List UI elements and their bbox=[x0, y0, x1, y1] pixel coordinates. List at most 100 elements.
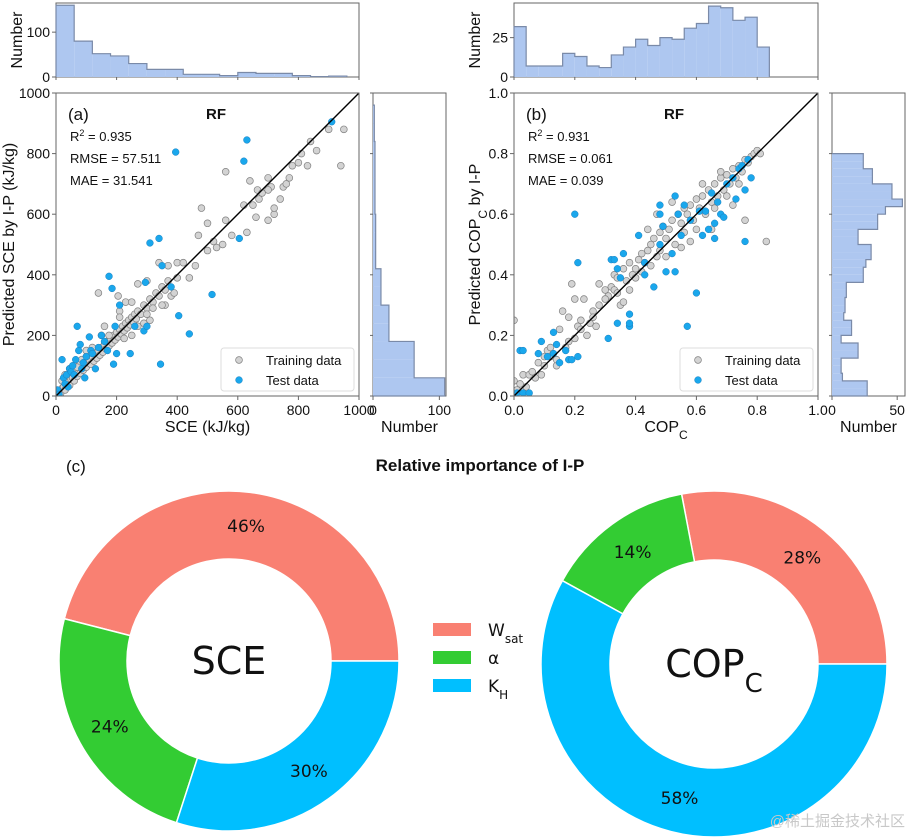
right-hist-bar bbox=[373, 359, 415, 378]
top-hist-ytick-label: 25 bbox=[492, 30, 508, 46]
top-hist-bar bbox=[56, 5, 75, 77]
legend-test-marker bbox=[694, 376, 702, 384]
training-point bbox=[723, 192, 731, 200]
test-point bbox=[243, 136, 251, 144]
top-hist-outline bbox=[55, 4, 348, 78]
right-hist-outline bbox=[832, 153, 903, 397]
test-point bbox=[549, 328, 558, 337]
scatter-frame bbox=[513, 92, 819, 397]
test-point bbox=[543, 352, 552, 361]
right-hist-outline bbox=[373, 104, 446, 397]
test-point bbox=[141, 278, 150, 287]
legend-training-label: Training data bbox=[266, 353, 342, 368]
x-tick-label: 0.6 bbox=[687, 402, 707, 418]
top-hist-bar bbox=[74, 41, 93, 77]
test-point bbox=[732, 195, 740, 203]
test-point bbox=[534, 349, 542, 358]
x-tick-label: 0.2 bbox=[565, 402, 585, 418]
right-hist-bar bbox=[373, 214, 376, 233]
x-tick-label: 0 bbox=[52, 402, 60, 418]
test-point bbox=[79, 359, 87, 367]
y-tick-label: 400 bbox=[27, 267, 51, 283]
training-point bbox=[218, 240, 227, 249]
training-point bbox=[288, 161, 297, 170]
training-point bbox=[164, 261, 172, 270]
top-hist-bar bbox=[611, 54, 624, 77]
test-point bbox=[208, 290, 216, 299]
top-hist-bar bbox=[274, 73, 293, 77]
metric-text-part: = 0.935 bbox=[84, 129, 131, 144]
right-hist-bar bbox=[832, 259, 866, 268]
right-hist-bar bbox=[373, 232, 376, 251]
training-point bbox=[324, 125, 333, 134]
test-point bbox=[674, 210, 682, 218]
test-point bbox=[131, 322, 139, 330]
training-point bbox=[120, 334, 128, 343]
training-point bbox=[625, 286, 634, 294]
y-tick-label: 0.0 bbox=[489, 388, 509, 404]
right-hist-bar bbox=[832, 312, 844, 321]
test-point bbox=[680, 201, 688, 209]
test-point bbox=[683, 322, 691, 330]
training-point bbox=[149, 304, 157, 312]
y-axis-label: Predicted COPC by I-P bbox=[467, 164, 490, 326]
test-point bbox=[175, 312, 183, 320]
model-label: RF bbox=[206, 106, 226, 123]
metric-text-part: 2 bbox=[537, 128, 542, 138]
right-hist-bar bbox=[373, 105, 375, 124]
training-point bbox=[619, 298, 628, 306]
training-point bbox=[170, 289, 178, 297]
training-point bbox=[340, 125, 348, 134]
training-point bbox=[710, 204, 719, 212]
x-tick-label: 400 bbox=[166, 402, 190, 418]
test-point bbox=[650, 283, 658, 291]
right-hist-xtick-label: 0 bbox=[828, 402, 836, 418]
metric-text-part: 2 bbox=[79, 128, 84, 138]
test-point bbox=[625, 310, 634, 318]
test-point bbox=[143, 322, 151, 330]
right-hist-bar bbox=[373, 250, 376, 269]
right-hist-bar bbox=[373, 123, 375, 142]
test-point bbox=[94, 343, 103, 352]
right-hist-axis-label: Number bbox=[840, 419, 898, 436]
metric-text-part: RMSE = 0.061 bbox=[528, 151, 613, 166]
top-hist-bar bbox=[92, 53, 111, 77]
training-point bbox=[631, 264, 640, 273]
test-point bbox=[610, 256, 618, 264]
training-point bbox=[128, 331, 136, 340]
test-point bbox=[126, 349, 134, 358]
training-point bbox=[128, 298, 136, 306]
y-tick-label: 1.0 bbox=[489, 85, 509, 101]
scatter-legend: Training data Test data bbox=[679, 347, 814, 392]
test-point bbox=[698, 231, 707, 240]
training-point bbox=[723, 171, 731, 179]
right-hist-bar bbox=[832, 350, 859, 359]
training-point bbox=[619, 264, 628, 273]
x-tick-label: 800 bbox=[287, 402, 311, 418]
top-histogram: 0 25 Number bbox=[467, 2, 819, 85]
training-point bbox=[276, 195, 284, 203]
legend-label-part: sat bbox=[505, 632, 524, 646]
training-point bbox=[264, 174, 272, 182]
test-point bbox=[158, 262, 166, 270]
training-point bbox=[227, 231, 236, 240]
right-hist-bar bbox=[373, 141, 375, 160]
donut-value-label: 24% bbox=[91, 718, 129, 738]
donut-value-label: 46% bbox=[227, 517, 265, 537]
metric-text-part: = 0.931 bbox=[542, 129, 589, 144]
training-point bbox=[158, 301, 166, 309]
metric-text: RMSE = 57.511 bbox=[70, 151, 161, 166]
metric-text-part: MAE = 31.541 bbox=[70, 173, 153, 188]
top-hist-bar bbox=[514, 26, 527, 78]
test-point bbox=[112, 349, 121, 358]
y-tick-label: 0.6 bbox=[489, 206, 509, 222]
y-axis-label-part: by I-P bbox=[467, 164, 484, 210]
test-point bbox=[677, 231, 685, 240]
metric-text: R2 = 0.935 bbox=[70, 128, 132, 144]
training-point bbox=[115, 313, 124, 321]
training-point bbox=[185, 274, 194, 282]
training-point bbox=[143, 310, 151, 318]
